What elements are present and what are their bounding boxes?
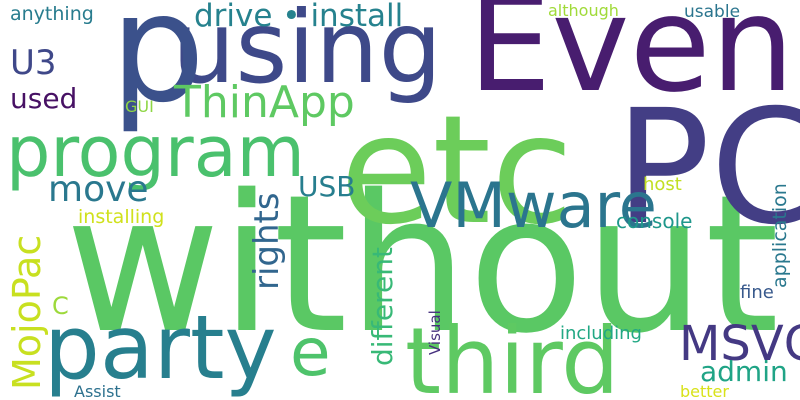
word-fine: fine — [740, 282, 774, 303]
word-msvc: MSVC — [679, 316, 800, 372]
word-assist: Assist — [74, 382, 121, 400]
word-including: including — [560, 323, 642, 344]
word-etc: etc — [340, 84, 574, 258]
word-using: using — [172, 0, 442, 106]
word-admin: admin — [700, 355, 788, 388]
word-thinapp: ThinApp — [173, 77, 355, 128]
word-although: although — [548, 1, 619, 20]
word-rights: rights — [247, 192, 287, 290]
word-drive-install: drive • install — [194, 0, 403, 34]
word-vmware: VMware — [410, 169, 657, 242]
word-mojopac: MojoPac — [5, 235, 49, 390]
word-host: host — [643, 174, 682, 195]
word-e: e — [290, 314, 331, 391]
word-usable: usable — [684, 2, 740, 22]
word-p: p — [110, 0, 205, 136]
word-application: application — [769, 183, 791, 288]
word-console: console — [616, 209, 692, 233]
word-pc: PC — [615, 76, 800, 260]
word-move: move — [48, 169, 149, 210]
word-u3: U3 — [10, 43, 57, 83]
word-party: party — [44, 296, 277, 399]
word-c: C — [52, 292, 69, 320]
word-without: without — [65, 154, 779, 375]
word-gui: GUI — [125, 97, 154, 116]
word-better: better — [680, 382, 729, 400]
word-third: third — [405, 308, 620, 400]
word-usb: USB — [298, 170, 355, 203]
word-even: Even — [468, 0, 794, 122]
word-installing: installing — [78, 206, 164, 228]
word-different: different — [366, 247, 399, 366]
word-used: used — [10, 82, 77, 115]
word-anything: anything — [10, 3, 94, 25]
word-program: program — [6, 111, 305, 193]
word-visual: Visual — [426, 310, 444, 355]
